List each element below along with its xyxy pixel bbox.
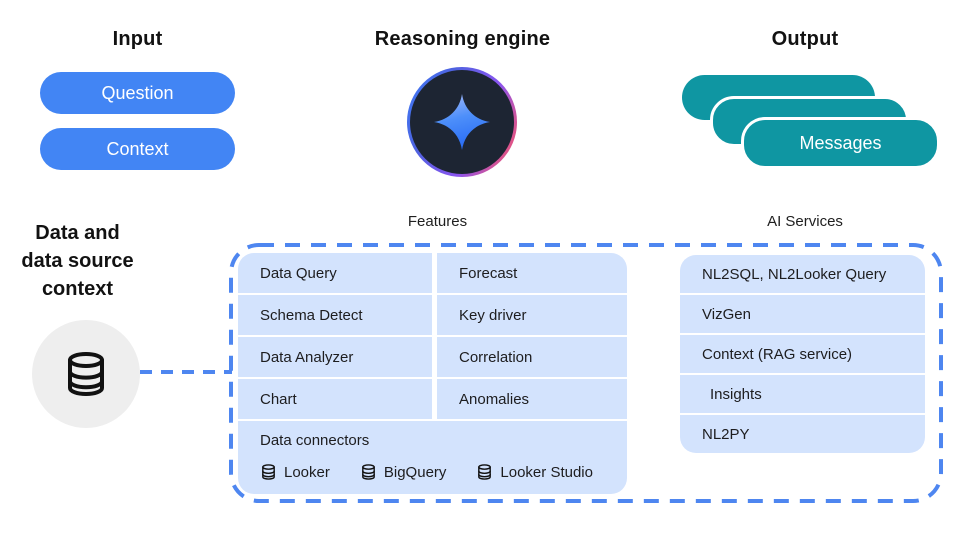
data-connectors-cell: Data connectors Looker BigQuery <box>238 421 627 494</box>
features-table: Data Query Forecast Schema Detect Key dr… <box>238 253 627 494</box>
dashed-boundary-box <box>229 243 943 503</box>
data-context-line: Data and <box>35 222 120 244</box>
feature-cell: Data Analyzer <box>238 337 432 377</box>
ai-service-cell: Context (RAG service) <box>680 335 925 373</box>
ai-service-cell: Insights <box>680 375 925 413</box>
feature-cell: Data Query <box>238 253 432 293</box>
context-pill: Context <box>40 128 235 170</box>
data-context-line: context <box>41 278 114 300</box>
feature-cell: Anomalies <box>437 379 627 419</box>
feature-cell: Key driver <box>437 295 627 335</box>
feature-cell: Forecast <box>437 253 627 293</box>
database-icon <box>262 464 275 480</box>
ai-service-cell: NL2PY <box>680 415 925 453</box>
features-label: Features <box>407 213 468 230</box>
feature-rows: Data Query Forecast Schema Detect Key dr… <box>238 253 627 419</box>
reasoning-engine-circle <box>407 67 517 177</box>
connector-label: Looker Studio <box>500 463 593 481</box>
data-context-line: data source <box>21 250 134 272</box>
connector-item: BigQuery <box>360 463 447 481</box>
ai-services-table: NL2SQL, NL2Looker Query VizGen Context (… <box>680 255 925 453</box>
input-heading: Input <box>112 28 163 50</box>
connector-label: Looker <box>284 463 330 481</box>
ai-service-cell: NL2SQL, NL2Looker Query <box>680 255 925 293</box>
database-icon <box>478 464 492 480</box>
feature-cell: Schema Detect <box>238 295 432 335</box>
connector-items: Looker BigQuery Looker Studio <box>260 463 605 481</box>
connector-item: Looker Studio <box>476 463 593 481</box>
ai-service-cell: VizGen <box>680 295 925 333</box>
output-heading: Output <box>771 28 839 50</box>
gemini-spark-icon <box>410 70 514 174</box>
question-pill: Question <box>40 72 235 114</box>
feature-cell: Correlation <box>437 337 627 377</box>
messages-pill: Messages <box>741 117 940 169</box>
connector-label: BigQuery <box>383 463 447 481</box>
ai-services-label: AI Services <box>767 213 843 230</box>
dashed-connector-line <box>140 370 232 374</box>
data-source-circle <box>32 320 140 428</box>
connector-item: Looker <box>260 463 330 481</box>
database-icon <box>68 352 104 396</box>
database-icon <box>362 464 375 480</box>
data-context-label: Data and data source context <box>5 219 150 303</box>
data-connectors-label: Data connectors <box>260 432 370 449</box>
feature-cell: Chart <box>238 379 432 419</box>
reasoning-engine-heading: Reasoning engine <box>374 28 551 50</box>
